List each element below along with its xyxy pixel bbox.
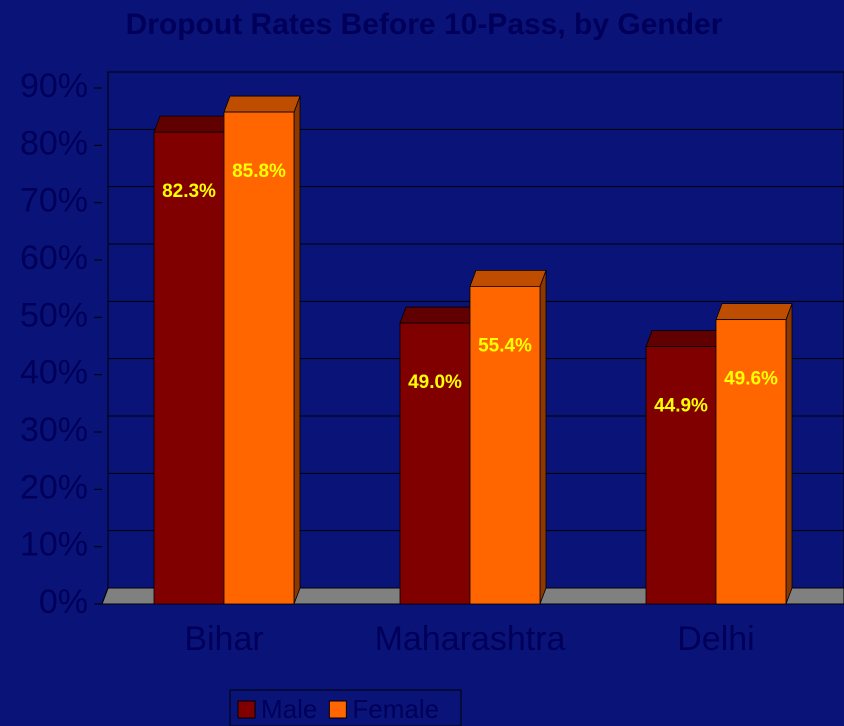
bar-top	[223, 95, 301, 113]
y-tick-label: 0%	[39, 583, 88, 621]
bar-top	[645, 330, 723, 347]
legend-swatch	[328, 700, 347, 719]
x-tick-label: Delhi	[677, 620, 754, 658]
bar-top	[399, 306, 477, 324]
y-tick-label: 10%	[20, 526, 88, 564]
bar	[715, 319, 787, 605]
y-tick-label: 50%	[20, 296, 88, 334]
legend-swatch	[237, 700, 256, 719]
y-tick-label: 30%	[20, 411, 88, 449]
y-tick-label: 40%	[20, 354, 88, 392]
bar	[645, 346, 717, 605]
y-axis	[101, 587, 109, 605]
bar	[469, 285, 541, 605]
legend-box	[229, 689, 462, 726]
bar	[399, 322, 471, 605]
bar-side	[785, 303, 793, 605]
bar-side	[293, 95, 301, 605]
legend-label: Male	[261, 694, 317, 724]
bar-side	[539, 270, 547, 605]
chart-title: Dropout Rates Before 10-Pass, by Gender	[126, 8, 723, 41]
y-tick-label: 80%	[20, 124, 88, 162]
bar	[153, 131, 225, 605]
data-label: 55.4%	[478, 335, 532, 356]
data-label: 85.8%	[232, 161, 286, 182]
y-tick-label: 60%	[20, 239, 88, 277]
legend-label: Female	[352, 694, 439, 724]
data-label: 49.0%	[408, 372, 462, 393]
bar-top	[469, 269, 547, 287]
bar-top	[715, 303, 793, 321]
x-tick-label: Bihar	[184, 620, 263, 658]
bar	[223, 111, 295, 605]
y-tick-label: 70%	[20, 182, 88, 220]
data-label: 44.9%	[654, 396, 708, 417]
x-tick-label: Maharashtra	[375, 620, 566, 658]
data-label: 49.6%	[724, 369, 778, 390]
bar-top	[153, 115, 231, 133]
y-tick-label: 90%	[20, 67, 88, 105]
data-label: 82.3%	[162, 181, 216, 202]
y-tick-label: 20%	[20, 468, 88, 506]
